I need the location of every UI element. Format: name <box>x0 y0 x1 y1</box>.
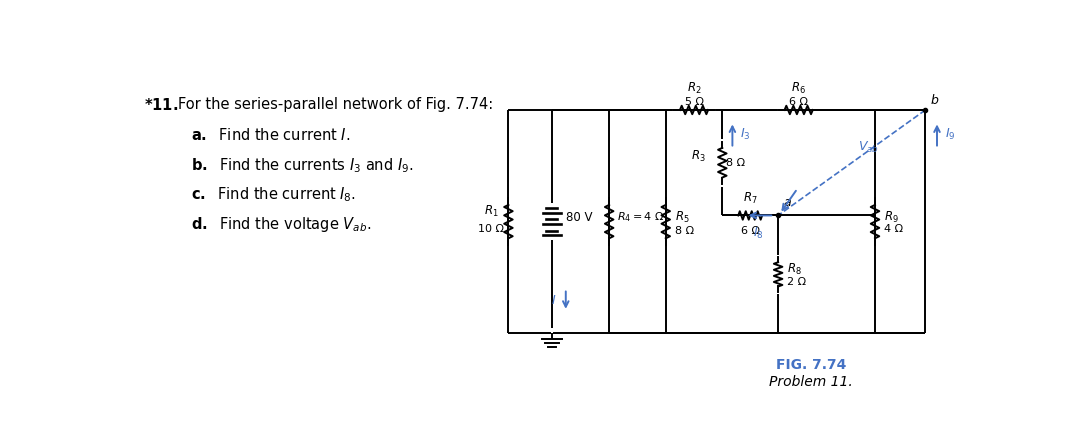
Text: $R_2$: $R_2$ <box>686 81 701 96</box>
Text: $R_8$: $R_8$ <box>788 262 802 277</box>
Text: $I_3$: $I_3$ <box>740 127 751 142</box>
Text: $\mathbf{b.}$  Find the currents $I_3$ and $I_9$.: $\mathbf{b.}$ Find the currents $I_3$ an… <box>191 156 413 175</box>
Text: 80 V: 80 V <box>565 211 592 224</box>
Text: 8 Ω: 8 Ω <box>675 226 694 236</box>
Text: $R_3$: $R_3$ <box>691 149 706 164</box>
Text: FIG. 7.74: FIG. 7.74 <box>776 358 846 372</box>
Text: 4 Ω: 4 Ω <box>885 224 903 234</box>
Text: $I_9$: $I_9$ <box>945 127 955 142</box>
Text: $R_7$: $R_7$ <box>743 191 757 206</box>
Text: 8 Ω: 8 Ω <box>726 158 746 168</box>
Text: For the series-parallel network of Fig. 7.74:: For the series-parallel network of Fig. … <box>178 97 493 112</box>
Text: $R_4 = 4\ \Omega$: $R_4 = 4\ \Omega$ <box>617 210 665 224</box>
Text: $\mathbf{a.}$  Find the current $I$.: $\mathbf{a.}$ Find the current $I$. <box>191 127 350 143</box>
Text: $I$: $I$ <box>551 294 557 307</box>
Text: $I_8$: $I_8$ <box>753 226 764 241</box>
Text: $R_9$: $R_9$ <box>885 210 899 224</box>
Text: $b$: $b$ <box>930 93 940 107</box>
Text: $\mathbf{*11.}$: $\mathbf{*11.}$ <box>145 97 178 113</box>
Text: $\mathbf{d.}$  Find the voltage $V_{ab}$.: $\mathbf{d.}$ Find the voltage $V_{ab}$. <box>191 215 371 234</box>
Text: $R_5$: $R_5$ <box>675 210 689 224</box>
Text: $R_1$: $R_1$ <box>484 204 498 219</box>
Text: $\mathbf{c.}$  Find the current $I_8$.: $\mathbf{c.}$ Find the current $I_8$. <box>191 185 356 204</box>
Text: $R_6$: $R_6$ <box>791 81 806 96</box>
Text: 2 Ω: 2 Ω <box>788 277 806 287</box>
Text: 10 Ω: 10 Ω <box>478 224 504 234</box>
Text: $a$: $a$ <box>782 196 792 209</box>
Text: 6 Ω: 6 Ω <box>740 226 760 236</box>
Text: Problem 11.: Problem 11. <box>769 375 852 389</box>
Text: 6 Ω: 6 Ω <box>789 97 808 107</box>
Text: $V_{ab}$: $V_{ab}$ <box>858 140 879 155</box>
Text: 5 Ω: 5 Ω <box>684 97 704 107</box>
